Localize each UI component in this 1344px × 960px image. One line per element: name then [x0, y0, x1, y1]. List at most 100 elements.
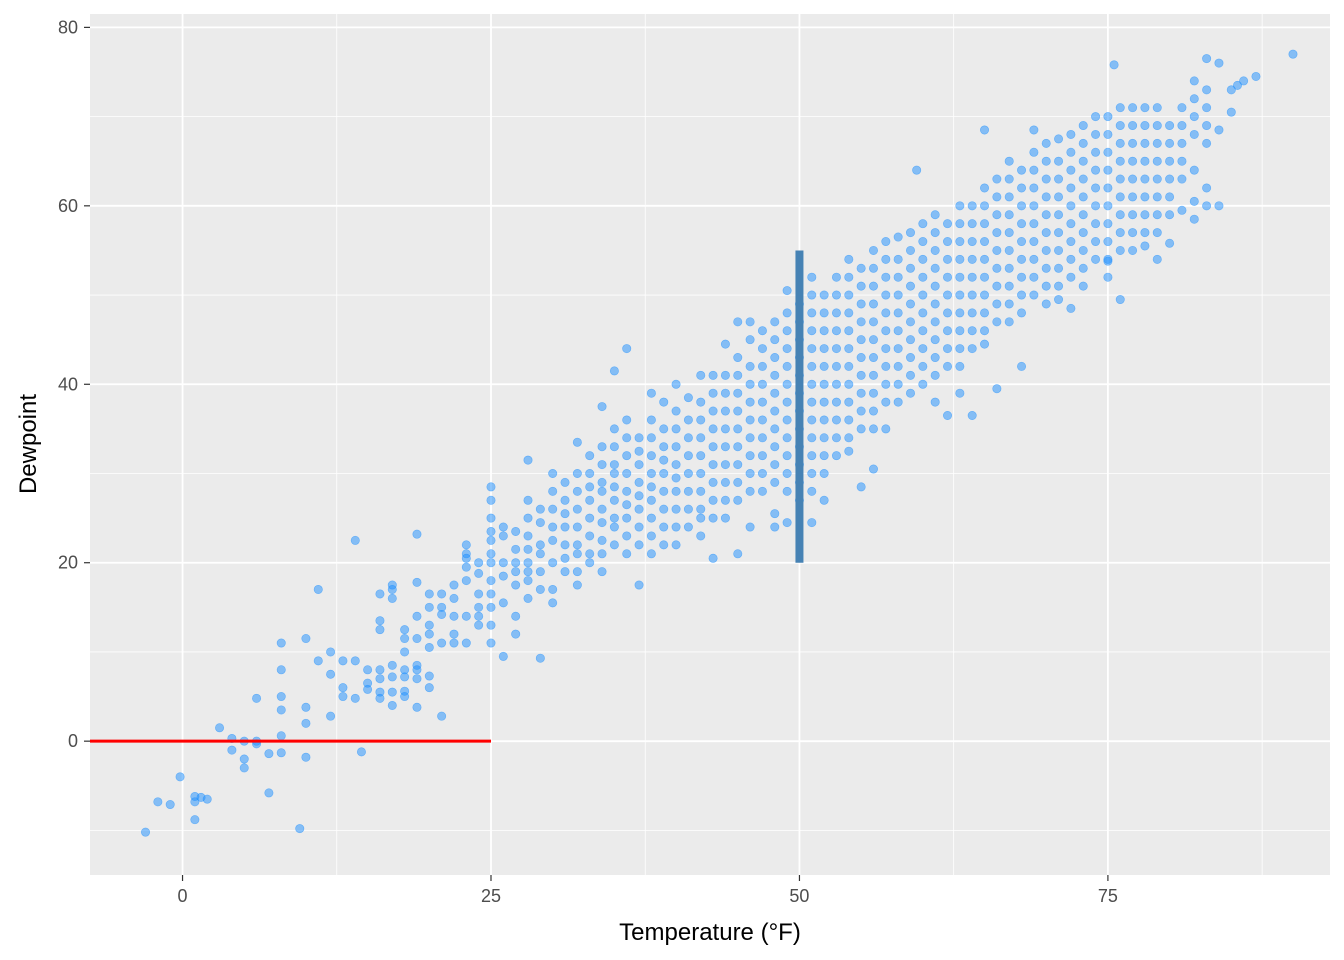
- scatter-point: [175, 772, 185, 782]
- scatter-point: [992, 281, 1002, 291]
- scatter-point: [1103, 201, 1113, 211]
- scatter-point: [856, 406, 866, 416]
- scatter-point: [733, 424, 743, 434]
- scatter-point: [782, 361, 792, 371]
- annotation-segments: [90, 250, 804, 743]
- scatter-point: [1066, 201, 1076, 211]
- scatter-point: [375, 674, 385, 684]
- scatter-point: [1128, 210, 1138, 220]
- scatter-point: [535, 518, 545, 528]
- scatter-point: [597, 442, 607, 452]
- scatter-point: [1239, 76, 1249, 86]
- scatter-point: [1066, 183, 1076, 193]
- scatter-point: [535, 540, 545, 550]
- scatter-point: [757, 468, 767, 478]
- scatter-point: [498, 522, 508, 532]
- scatter-point: [733, 388, 743, 398]
- scatter-point: [548, 522, 558, 532]
- scatter-point: [955, 308, 965, 318]
- scatter-point: [1103, 237, 1113, 247]
- scatter-point: [572, 549, 582, 559]
- scatter-point: [1214, 125, 1224, 135]
- scatter-point: [313, 656, 323, 666]
- scatter-point: [437, 638, 447, 648]
- scatter-point: [585, 495, 595, 505]
- scatter-point: [696, 486, 706, 496]
- scatter-point: [1103, 272, 1113, 282]
- scatter-point: [831, 433, 841, 443]
- scatter-point: [1189, 76, 1199, 86]
- scatter-point: [918, 308, 928, 318]
- scatter-point: [967, 201, 977, 211]
- scatter-point: [659, 522, 669, 532]
- scatter-point: [609, 460, 619, 470]
- scatter-point: [252, 693, 262, 703]
- scatter-point: [1128, 138, 1138, 148]
- x-tick-label: 75: [1098, 886, 1118, 906]
- scatter-point: [770, 388, 780, 398]
- scatter-point: [1202, 103, 1212, 113]
- scatter-point: [585, 468, 595, 478]
- scatter-point: [1054, 192, 1064, 202]
- scatter-point: [881, 290, 891, 300]
- scatter-point: [967, 254, 977, 264]
- scatter-point: [782, 415, 792, 425]
- scatter-point: [696, 397, 706, 407]
- scatter-point: [1029, 147, 1039, 157]
- scatter-point: [646, 451, 656, 461]
- scatter-point: [696, 451, 706, 461]
- scatter-point: [757, 486, 767, 496]
- scatter-point: [1066, 272, 1076, 282]
- scatter-point: [400, 625, 410, 635]
- scatter-point: [868, 464, 878, 474]
- scatter-point: [165, 800, 175, 810]
- scatter-point: [844, 433, 854, 443]
- scatter-point: [461, 540, 471, 550]
- scatter-point: [1140, 156, 1150, 166]
- scatter-point: [572, 522, 582, 532]
- scatter-point: [646, 468, 656, 478]
- scatter-point: [943, 237, 953, 247]
- scatter-point: [1189, 94, 1199, 104]
- scatter-point: [807, 361, 817, 371]
- scatter-point: [856, 424, 866, 434]
- scatter-point: [276, 638, 286, 648]
- scatter-point: [597, 567, 607, 577]
- scatter-point: [1115, 174, 1125, 184]
- scatter-point: [622, 344, 632, 354]
- scatter-point: [708, 388, 718, 398]
- scatter-point: [597, 486, 607, 496]
- scatter-point: [375, 665, 385, 675]
- scatter-point: [918, 219, 928, 229]
- scatter-point: [1177, 138, 1187, 148]
- scatter-point: [868, 317, 878, 327]
- scatter-point: [856, 335, 866, 345]
- scatter-point: [486, 576, 496, 586]
- scatter-point: [1103, 256, 1113, 266]
- scatter-point: [807, 486, 817, 496]
- scatter-point: [881, 397, 891, 407]
- scatter-point: [893, 361, 903, 371]
- scatter-point: [1066, 219, 1076, 229]
- scatter-point: [609, 468, 619, 478]
- scatter-point: [659, 397, 669, 407]
- scatter-point: [831, 290, 841, 300]
- scatter-point: [1041, 245, 1051, 255]
- scatter-point: [905, 370, 915, 380]
- scatter-point: [1115, 103, 1125, 113]
- scatter-point: [955, 272, 965, 282]
- scatter-point: [930, 370, 940, 380]
- scatter-point: [1226, 107, 1236, 117]
- y-axis-ticks: 0 20 40 60 80: [58, 17, 90, 751]
- scatter-point: [980, 254, 990, 264]
- scatter-point: [535, 549, 545, 559]
- scatter-point: [338, 656, 348, 666]
- scatter-point: [683, 451, 693, 461]
- scatter-point: [350, 693, 360, 703]
- scatter-point: [560, 477, 570, 487]
- scatter-point: [782, 379, 792, 389]
- scatter-point: [1078, 281, 1088, 291]
- scatter-point: [770, 317, 780, 327]
- scatter-point: [1140, 228, 1150, 238]
- scatter-point: [1078, 245, 1088, 255]
